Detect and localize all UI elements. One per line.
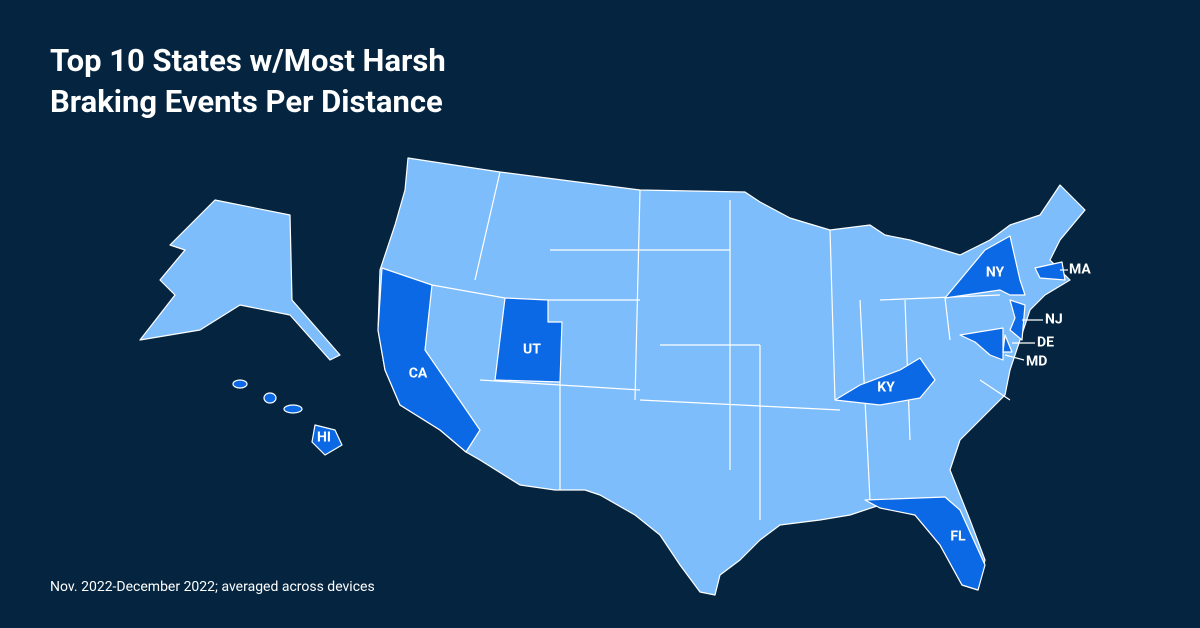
state-label: UT [523, 342, 541, 358]
island [263, 392, 277, 404]
leader-line [1004, 354, 1025, 361]
state-hi [232, 379, 343, 456]
state-label: CA [409, 366, 428, 382]
state-ky [834, 357, 936, 406]
title: Top 10 States w/Most Harsh Braking Event… [50, 42, 446, 120]
state-ca [377, 267, 481, 453]
state-ny [944, 235, 1026, 299]
us-mainland [377, 157, 1086, 596]
state-label: NJ [1045, 312, 1063, 328]
state-ma [1034, 261, 1066, 281]
footnote: Nov. 2022-December 2022; averaged across… [50, 579, 375, 595]
alaska [139, 199, 341, 361]
island [232, 379, 248, 389]
state-nj [1009, 299, 1026, 341]
state-label: KY [877, 380, 895, 396]
state-label: DE [1037, 335, 1054, 351]
state-label: MA [1069, 262, 1091, 278]
state-md [959, 327, 1004, 361]
island [283, 404, 303, 414]
state-fl [864, 496, 986, 591]
island [311, 424, 343, 456]
state-label: HI [317, 430, 331, 446]
state-label: NY [986, 265, 1005, 281]
state-label: MD [1026, 354, 1047, 370]
state-de [1002, 334, 1013, 353]
state-label: FL [950, 529, 966, 545]
state-ut [494, 297, 563, 383]
